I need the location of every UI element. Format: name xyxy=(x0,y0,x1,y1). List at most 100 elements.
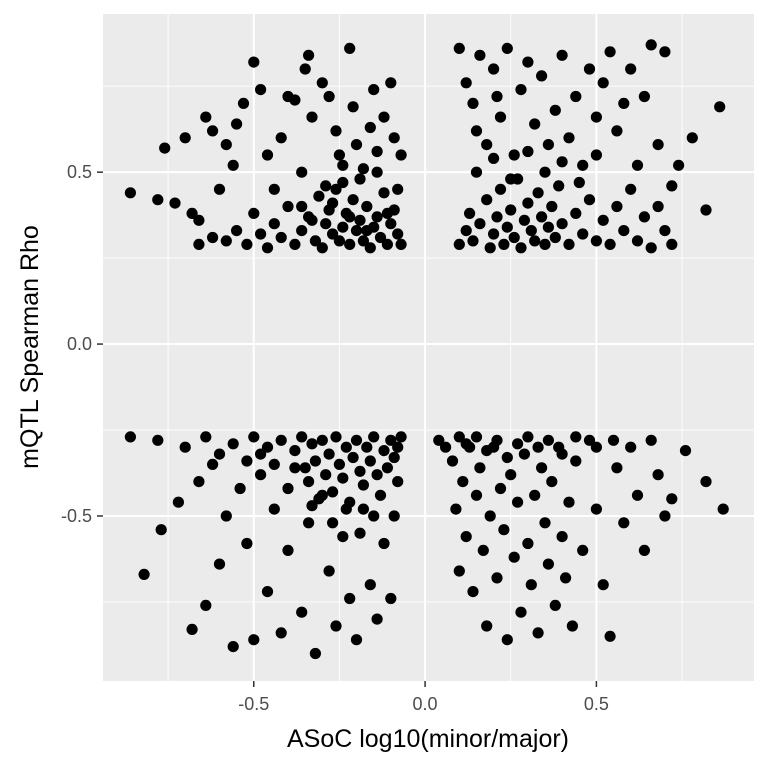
data-point xyxy=(234,482,246,495)
data-point xyxy=(296,166,308,178)
data-point xyxy=(316,77,328,89)
data-point xyxy=(378,537,390,550)
data-point xyxy=(529,489,541,501)
data-point xyxy=(155,524,167,536)
data-point xyxy=(255,448,267,460)
data-point xyxy=(470,166,483,178)
data-point xyxy=(522,431,534,443)
data-point xyxy=(563,132,575,144)
data-point xyxy=(337,176,349,189)
data-point xyxy=(207,231,219,244)
data-point xyxy=(241,537,253,550)
data-point xyxy=(306,111,318,123)
data-point xyxy=(652,469,664,481)
data-point xyxy=(248,634,260,646)
data-point xyxy=(364,121,376,134)
data-point xyxy=(597,579,609,591)
data-point xyxy=(282,200,294,213)
data-point xyxy=(505,173,517,185)
data-point xyxy=(467,97,479,109)
data-point xyxy=(395,431,407,443)
data-point xyxy=(309,455,321,467)
data-point xyxy=(337,472,349,484)
data-point xyxy=(347,194,359,206)
data-point xyxy=(268,183,280,195)
data-point xyxy=(337,159,349,171)
data-point xyxy=(518,214,531,226)
data-point xyxy=(597,77,609,89)
data-point xyxy=(227,641,239,653)
data-point xyxy=(268,218,280,230)
data-point xyxy=(679,445,692,457)
data-point xyxy=(344,592,356,605)
data-point xyxy=(350,634,363,646)
y-tick-label: 0.5 xyxy=(67,162,92,182)
data-point xyxy=(333,235,345,247)
grid-major xyxy=(103,14,754,681)
data-point xyxy=(673,159,685,171)
data-point xyxy=(193,214,205,226)
data-point xyxy=(289,94,301,106)
data-point xyxy=(522,56,534,68)
data-point xyxy=(275,434,287,446)
data-point xyxy=(193,238,205,250)
data-point xyxy=(583,63,596,75)
data-point xyxy=(347,101,359,113)
data-point xyxy=(374,489,387,501)
data-point xyxy=(227,438,239,450)
data-point xyxy=(467,235,479,247)
data-point xyxy=(474,218,486,230)
data-point xyxy=(303,476,315,488)
data-point xyxy=(327,486,339,498)
data-point xyxy=(289,445,301,457)
data-point xyxy=(255,84,267,96)
data-point xyxy=(474,462,486,474)
data-point xyxy=(542,139,555,151)
data-point xyxy=(501,451,513,464)
data-point xyxy=(556,218,568,230)
data-point xyxy=(337,531,349,543)
data-point xyxy=(289,238,301,250)
data-point xyxy=(508,551,520,563)
data-point xyxy=(364,579,376,591)
data-point xyxy=(296,225,308,237)
grid-minor xyxy=(103,14,754,681)
data-point xyxy=(282,544,294,557)
data-point xyxy=(467,586,479,598)
data-point xyxy=(337,221,349,233)
data-point xyxy=(306,500,318,512)
data-point xyxy=(303,49,315,61)
data-point xyxy=(357,479,369,491)
data-point xyxy=(625,63,637,75)
data-point xyxy=(604,238,616,250)
data-point xyxy=(450,503,462,515)
data-point xyxy=(179,132,191,144)
data-point xyxy=(460,77,472,89)
y-tick-label: 0.0 xyxy=(67,334,92,354)
data-point xyxy=(607,434,620,446)
data-point xyxy=(556,156,568,168)
data-point xyxy=(611,125,623,137)
data-point xyxy=(350,139,363,151)
data-point xyxy=(186,623,198,636)
data-point xyxy=(542,558,555,570)
data-point xyxy=(460,438,472,450)
data-point xyxy=(268,458,280,470)
data-point xyxy=(381,207,393,219)
data-point xyxy=(470,431,483,443)
data-point xyxy=(354,465,366,477)
data-point xyxy=(361,441,373,453)
data-point xyxy=(590,111,603,123)
data-point xyxy=(717,503,729,515)
data-point xyxy=(347,451,359,464)
data-point xyxy=(323,448,335,460)
data-point xyxy=(604,46,616,58)
data-point xyxy=(652,139,664,151)
data-point xyxy=(313,493,325,505)
data-point xyxy=(522,145,534,158)
data-point xyxy=(659,510,671,522)
data-point xyxy=(481,139,493,151)
data-point xyxy=(549,599,561,612)
data-point xyxy=(327,517,339,529)
data-point xyxy=(638,90,651,103)
